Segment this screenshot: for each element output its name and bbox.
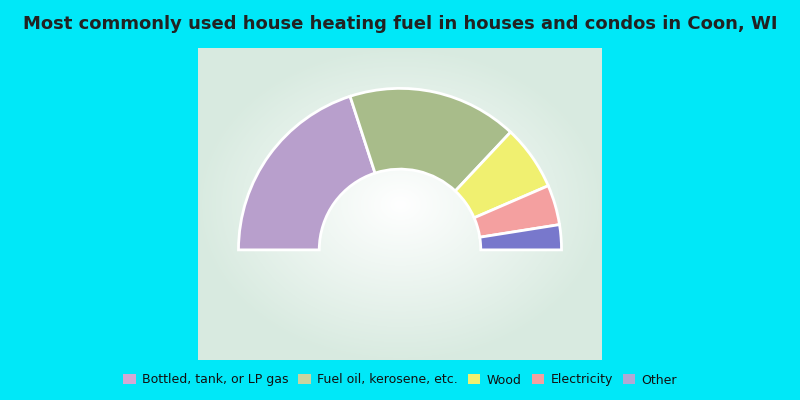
Legend: Bottled, tank, or LP gas, Fuel oil, kerosene, etc., Wood, Electricity, Other: Bottled, tank, or LP gas, Fuel oil, kero… bbox=[123, 374, 677, 386]
Text: Most commonly used house heating fuel in houses and condos in Coon, WI: Most commonly used house heating fuel in… bbox=[22, 15, 778, 33]
Wedge shape bbox=[238, 96, 375, 250]
Wedge shape bbox=[474, 186, 559, 237]
Wedge shape bbox=[350, 88, 510, 191]
Wedge shape bbox=[455, 132, 548, 218]
Wedge shape bbox=[480, 225, 562, 250]
